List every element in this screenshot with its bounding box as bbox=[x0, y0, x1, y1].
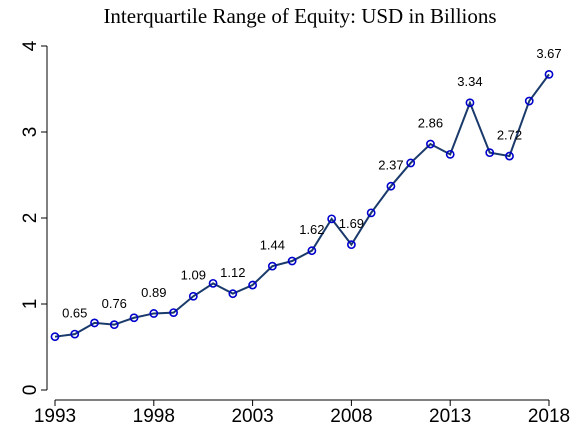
data-point bbox=[406, 158, 416, 168]
value-label: 2.37 bbox=[378, 158, 403, 173]
data-point bbox=[346, 240, 356, 250]
x-tick-label: 2018 bbox=[528, 406, 570, 427]
x-tick-label: 1998 bbox=[133, 406, 175, 427]
value-label: 1.44 bbox=[260, 238, 285, 253]
data-point bbox=[109, 320, 119, 330]
data-point bbox=[524, 96, 534, 106]
value-label: 0.65 bbox=[62, 306, 87, 321]
data-point bbox=[129, 313, 139, 323]
data-point bbox=[228, 289, 238, 299]
data-point bbox=[208, 278, 218, 288]
value-label: 1.62 bbox=[299, 222, 324, 237]
data-point bbox=[248, 280, 257, 290]
data-point bbox=[188, 291, 198, 301]
y-tick-label: 3 bbox=[20, 127, 41, 138]
value-label: 1.69 bbox=[339, 216, 364, 231]
x-tick-label: 2013 bbox=[429, 406, 471, 427]
x-tick-label: 2008 bbox=[330, 406, 372, 427]
value-label: 3.67 bbox=[536, 46, 561, 61]
value-label: 1.09 bbox=[181, 268, 206, 283]
data-point bbox=[485, 148, 495, 158]
data-point bbox=[70, 329, 80, 339]
data-point bbox=[50, 332, 60, 342]
data-point bbox=[426, 139, 435, 149]
chart-title: Interquartile Range of Equity: USD in Bi… bbox=[103, 4, 496, 28]
value-label: 0.76 bbox=[102, 296, 127, 311]
x-tick-label: 2003 bbox=[231, 406, 273, 427]
y-tick-label: 0 bbox=[20, 385, 41, 396]
data-point bbox=[386, 181, 396, 191]
data-point bbox=[445, 149, 455, 159]
value-label: 1.12 bbox=[220, 265, 245, 280]
data-point bbox=[544, 69, 554, 79]
value-label: 3.34 bbox=[457, 74, 482, 89]
y-tick-label: 1 bbox=[20, 299, 41, 310]
data-point bbox=[169, 308, 178, 317]
data-point bbox=[90, 318, 99, 328]
y-tick-label: 2 bbox=[20, 213, 41, 224]
value-label: 2.86 bbox=[418, 115, 443, 130]
data-point bbox=[366, 208, 376, 218]
data-point bbox=[149, 309, 159, 318]
data-point bbox=[267, 261, 277, 271]
data-point bbox=[327, 214, 337, 224]
y-tick-label: 4 bbox=[20, 40, 41, 51]
value-label: 2.72 bbox=[497, 128, 522, 143]
x-tick-label: 1993 bbox=[34, 406, 76, 427]
value-label: 0.89 bbox=[141, 285, 166, 300]
data-point bbox=[505, 151, 514, 161]
data-point bbox=[287, 256, 297, 266]
data-point bbox=[465, 98, 475, 108]
data-point bbox=[307, 246, 317, 256]
